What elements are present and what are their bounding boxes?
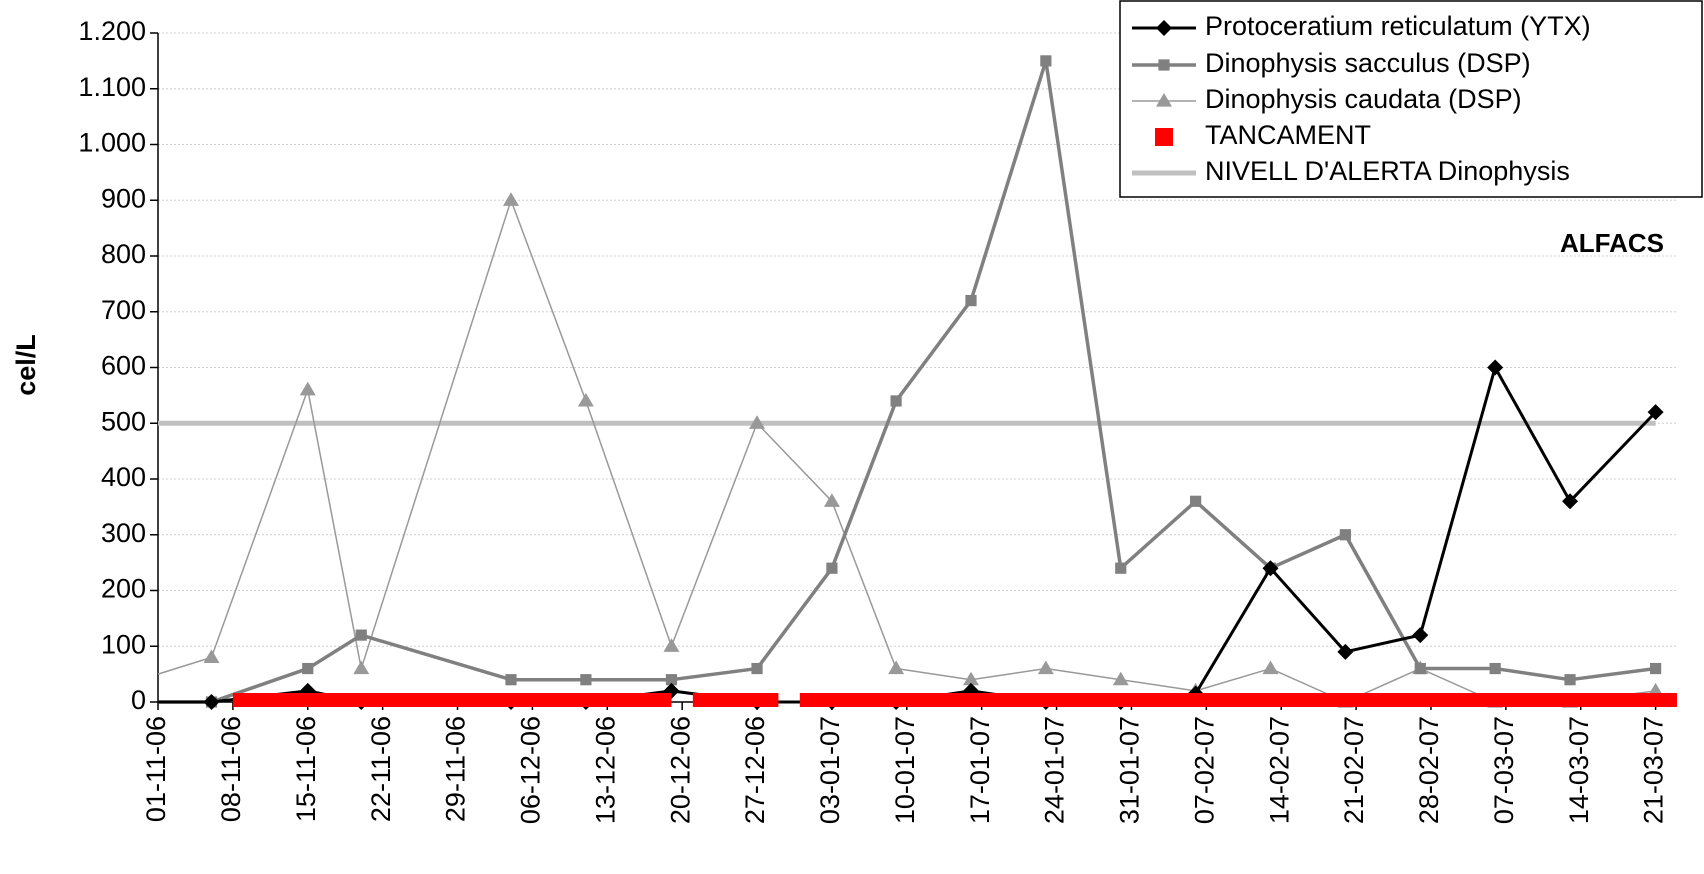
- point: [1262, 660, 1279, 675]
- annotation: ALFACS: [1560, 228, 1664, 258]
- point: [1262, 560, 1279, 577]
- y-tick-label: 800: [101, 239, 146, 269]
- legend-swatch: [1155, 128, 1173, 146]
- x-tick-label: 27-12-06: [740, 716, 770, 824]
- point: [505, 674, 517, 686]
- point: [299, 381, 316, 396]
- x-tick-label: 07-02-07: [1189, 716, 1219, 824]
- legend-label: TANCAMENT: [1205, 120, 1371, 150]
- point: [665, 674, 678, 686]
- x-tick-label: 14-03-07: [1564, 716, 1594, 824]
- y-tick-label: 100: [101, 629, 146, 659]
- y-axis-label: cel/L: [11, 334, 41, 396]
- x-tick-label: 20-12-06: [665, 716, 695, 824]
- x-tick-label: 13-12-06: [590, 716, 620, 824]
- point: [1337, 643, 1354, 660]
- x-tick-label: 03-01-07: [815, 716, 845, 824]
- closure-bar: [232, 693, 672, 707]
- x-tick-label: 14-02-07: [1264, 716, 1294, 824]
- point: [302, 662, 314, 675]
- x-tick-label: 08-11-06: [216, 716, 246, 822]
- y-tick-label: 1.100: [78, 72, 146, 102]
- y-tick-label: 400: [101, 462, 146, 492]
- x-tick-label: 29-11-06: [441, 716, 471, 822]
- series-line: [158, 59, 1656, 704]
- point: [203, 694, 220, 710]
- y-tick-label: 200: [101, 574, 146, 604]
- point: [1564, 674, 1576, 686]
- x-tick-label: 22-11-06: [366, 716, 396, 822]
- closure-bar: [799, 693, 1677, 707]
- y-tick-label: 300: [101, 518, 146, 548]
- point: [1562, 493, 1579, 510]
- point: [203, 649, 220, 663]
- y-tick-label: 600: [101, 351, 146, 381]
- y-tick-label: 0: [131, 685, 146, 715]
- point: [1156, 20, 1172, 36]
- y-tick-label: 700: [101, 295, 146, 325]
- series-line: [157, 199, 1656, 703]
- point: [1489, 662, 1501, 675]
- x-tick-label: 24-01-07: [1040, 716, 1070, 824]
- point: [751, 662, 763, 675]
- x-tick-label: 21-03-07: [1639, 716, 1669, 824]
- x-tick-label: 28-02-07: [1414, 716, 1444, 824]
- point: [353, 660, 370, 675]
- point: [1487, 359, 1504, 376]
- point: [1414, 662, 1426, 675]
- y-tick-label: 900: [101, 183, 146, 213]
- point: [1190, 495, 1202, 507]
- point: [1158, 59, 1170, 71]
- legend-label: NIVELL D'ALERTA Dinophysis: [1205, 156, 1570, 186]
- legend-box: [1119, 0, 1703, 198]
- point: [355, 629, 367, 641]
- point: [826, 562, 838, 574]
- x-tick-label: 10-01-07: [890, 716, 920, 824]
- point: [888, 660, 905, 675]
- legend-label: Protoceratium reticulatum (YTX): [1205, 11, 1591, 41]
- point: [965, 295, 977, 307]
- point: [749, 415, 766, 429]
- point: [823, 493, 840, 507]
- point: [962, 671, 979, 686]
- closure-bar: [692, 693, 779, 707]
- point: [1650, 662, 1662, 675]
- x-tick-label: 31-01-07: [1115, 716, 1145, 824]
- x-tick-label: 15-11-06: [291, 716, 321, 822]
- point: [1647, 404, 1664, 421]
- x-tick-label: 07-03-07: [1489, 716, 1519, 824]
- point: [577, 392, 594, 407]
- point: [1339, 529, 1351, 541]
- x-tick-label: 21-02-07: [1339, 716, 1369, 824]
- y-tick-label: 1.000: [78, 128, 146, 158]
- point: [1037, 660, 1054, 675]
- y-tick-label: 1.200: [78, 16, 146, 46]
- point: [1112, 671, 1129, 686]
- legend-label: Dinophysis sacculus (DSP): [1205, 48, 1531, 78]
- x-tick-label: 17-01-07: [965, 716, 995, 824]
- point: [1040, 55, 1052, 67]
- point: [663, 638, 680, 652]
- point: [1156, 93, 1172, 107]
- x-tick-label: 06-12-06: [516, 716, 546, 824]
- y-tick-label: 500: [101, 406, 146, 436]
- legend-label: Dinophysis caudata (DSP): [1205, 84, 1522, 114]
- point: [1412, 627, 1429, 644]
- point: [503, 192, 520, 206]
- point: [890, 395, 902, 407]
- point: [1115, 562, 1127, 574]
- point: [580, 674, 592, 686]
- x-tick-label: 01-11-06: [141, 716, 171, 822]
